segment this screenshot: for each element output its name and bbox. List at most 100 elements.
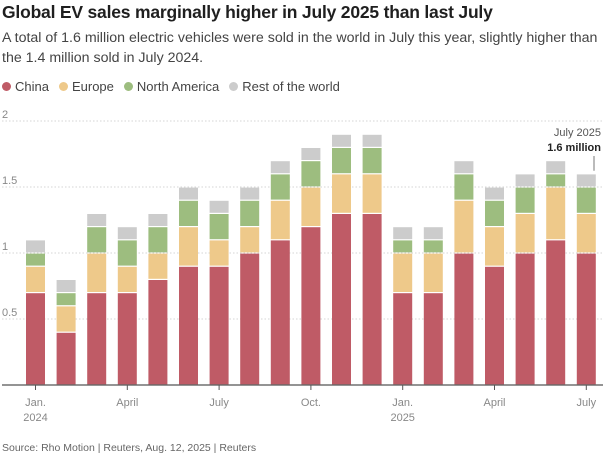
bar-segment-china: [393, 293, 413, 385]
bar-segment-rest-of-world: [301, 148, 321, 160]
bar-segment-europe: [26, 266, 45, 292]
bar-segment-rest-of-world: [576, 174, 596, 187]
bar-segment-rest-of-world: [362, 134, 382, 147]
bar-segment-china: [362, 214, 382, 385]
bar-segment-north-america: [240, 200, 260, 226]
bar-segment-north-america: [301, 161, 321, 187]
bar-segment-china: [179, 266, 198, 385]
bar-segment-north-america: [332, 148, 351, 174]
bar-segment-north-america: [546, 174, 566, 187]
bar-segment-china: [209, 266, 229, 385]
bar-segment-north-america: [576, 187, 596, 213]
legend-item-north-america: North America: [123, 79, 220, 94]
bar-segment-china: [546, 240, 566, 385]
legend-swatch-europe: [58, 82, 68, 91]
bar-segment-north-america: [485, 200, 504, 226]
bar-segment-europe: [240, 227, 260, 253]
bar-segment-europe: [393, 253, 413, 292]
bar-segment-europe: [485, 227, 504, 266]
x-tick-label: Jan.: [25, 397, 46, 409]
legend-item-china: China: [2, 79, 49, 94]
bar-segment-europe: [362, 174, 382, 213]
source-note: Source: Rho Motion | Reuters, Aug. 12, 2…: [2, 442, 257, 454]
bar-segment-rest-of-world: [454, 161, 474, 174]
bar-segment-europe: [209, 240, 229, 266]
bar-segment-china: [332, 214, 351, 385]
bar-segment-china: [515, 253, 535, 385]
legend-swatch-north-america: [123, 82, 133, 91]
bar-segment-china: [576, 253, 596, 385]
bar-segment-china: [117, 293, 137, 385]
bar-segment-europe: [576, 214, 596, 253]
x-tick-label: July: [577, 397, 597, 409]
y-tick-label: 0.5: [2, 307, 17, 319]
bar-segment-europe: [515, 214, 535, 253]
chart-title: Global EV sales marginally higher in Jul…: [2, 2, 493, 22]
bar-segment-north-america: [179, 200, 198, 226]
bar-segment-china: [270, 240, 290, 385]
bar-segment-rest-of-world: [240, 187, 260, 200]
x-tick-label: April: [483, 397, 505, 409]
annotation-label: July 2025: [554, 127, 601, 139]
bar-segment-north-america: [362, 148, 382, 174]
chart-subtitle: A total of 1.6 million electric vehicles…: [2, 30, 598, 66]
bar-segment-north-america: [26, 253, 45, 266]
bar-segment-rest-of-world: [26, 240, 45, 253]
bar-segment-rest-of-world: [423, 227, 443, 240]
y-tick-label: 1: [2, 241, 8, 253]
bar-segment-north-america: [393, 240, 413, 253]
bar-segment-rest-of-world: [209, 200, 229, 213]
bar-segment-china: [240, 253, 260, 385]
legend-item-rest-of-world: Rest of the world: [229, 79, 340, 94]
bar-segment-china: [301, 227, 321, 385]
y-tick-label: 2: [2, 109, 8, 121]
x-tick-label: Jan.: [392, 397, 413, 409]
legend-swatch-rest-of-world: [229, 82, 239, 91]
bar-segment-europe: [56, 306, 76, 332]
bar-segment-china: [485, 266, 504, 385]
annotation-value: 1.6 million: [547, 142, 601, 154]
bar-segment-china: [56, 332, 76, 385]
bar-segment-europe: [546, 187, 566, 240]
x-tick-label: April: [116, 397, 138, 409]
legend-swatch-china: [2, 82, 11, 91]
bar-segment-europe: [179, 227, 198, 266]
bar-segment-north-america: [270, 174, 290, 200]
bar-segment-china: [423, 293, 443, 385]
bar-segment-north-america: [423, 240, 443, 253]
legend-label-europe: Europe: [71, 79, 114, 94]
bar-segment-north-america: [148, 227, 168, 253]
bar-segment-north-america: [454, 174, 474, 200]
bar-segment-north-america: [209, 214, 229, 240]
bar-segment-china: [148, 280, 168, 385]
bar-segment-europe: [301, 187, 321, 226]
bar-segment-north-america: [56, 293, 76, 306]
x-tick-label: 2025: [390, 412, 414, 424]
legend: China Europe North America Rest of the w…: [2, 79, 340, 94]
x-tick-label: July: [209, 397, 229, 409]
legend-label-china: China: [15, 79, 49, 94]
legend-label-rest-of-world: Rest of the world: [242, 79, 340, 94]
bar-segment-europe: [454, 200, 474, 253]
bar-segment-china: [26, 293, 45, 385]
bar-segment-rest-of-world: [515, 174, 535, 187]
bar-segment-rest-of-world: [179, 187, 198, 200]
bar-segment-europe: [270, 200, 290, 240]
bar-segment-rest-of-world: [393, 227, 413, 240]
bar-segment-europe: [423, 253, 443, 292]
x-tick-label: Oct.: [301, 397, 321, 409]
bar-segment-rest-of-world: [270, 161, 290, 174]
bar-segment-rest-of-world: [148, 214, 168, 226]
bar-segment-north-america: [87, 227, 107, 253]
bar-segment-europe: [117, 266, 137, 292]
stacked-bar-chart: 0.5 1 1.5 2 Jan. 2024 April July Oct. Jan. 2025 Apr…: [2, 109, 603, 424]
bar-segment-north-america: [117, 240, 137, 266]
legend-label-north-america: North America: [136, 79, 220, 94]
legend-item-europe: Europe: [58, 79, 114, 94]
x-tick-label: 2024: [23, 412, 47, 424]
bar-segment-rest-of-world: [117, 227, 137, 240]
bar-segment-rest-of-world: [87, 214, 107, 226]
bar-segment-north-america: [515, 187, 535, 213]
bar-segment-china: [454, 253, 474, 385]
bar-segment-rest-of-world: [546, 161, 566, 174]
